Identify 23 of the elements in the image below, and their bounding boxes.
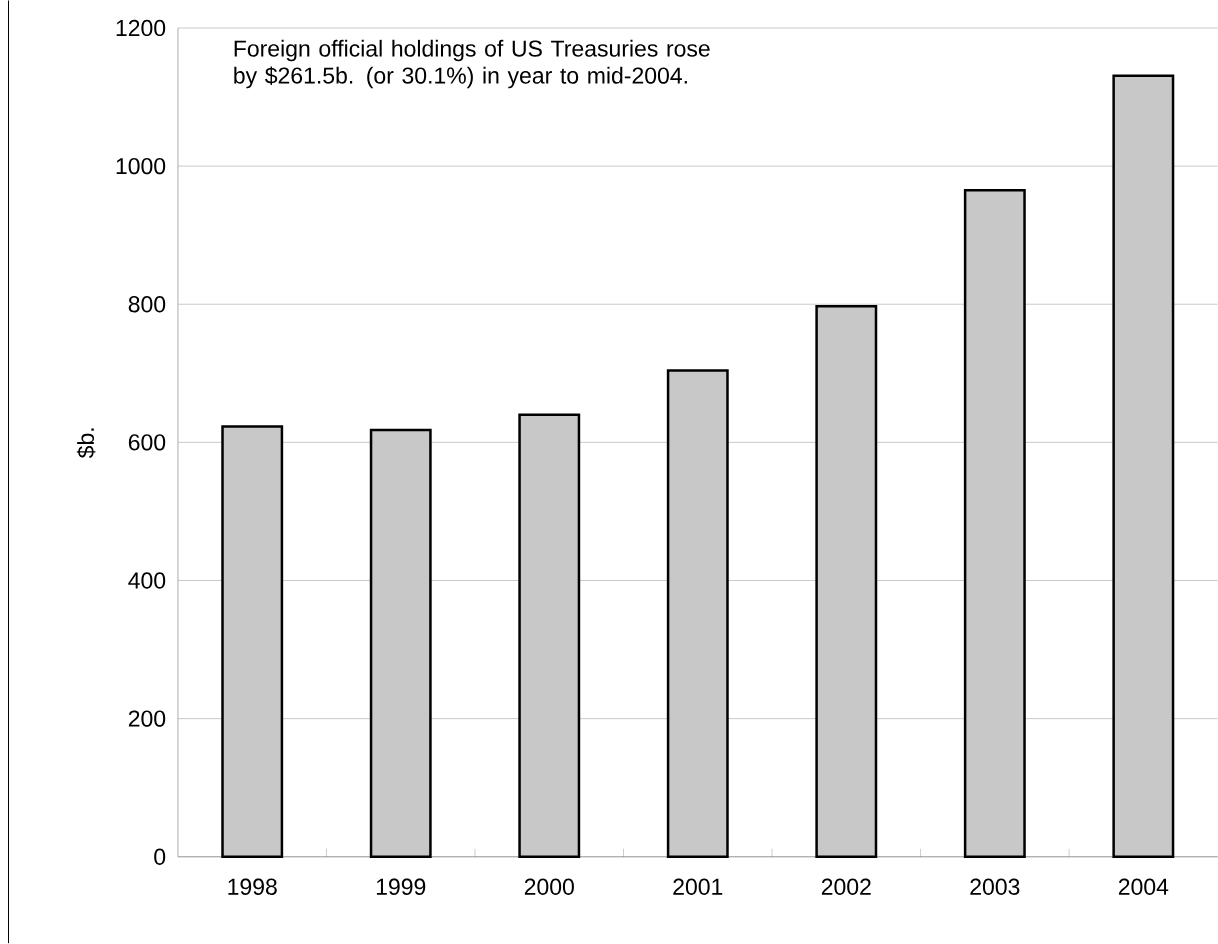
- x-tick-label: 2004: [1118, 878, 1169, 896]
- x-tick-label: 2001: [673, 878, 723, 896]
- bar: [518, 413, 581, 859]
- y-tick-label: 0: [154, 848, 166, 866]
- bar: [1112, 74, 1175, 859]
- bar: [963, 189, 1026, 859]
- y-tick-label: 400: [128, 572, 166, 589]
- y-tick-label: 1200: [116, 19, 166, 37]
- x-tick-label: 2000: [524, 878, 574, 896]
- x-tick-label: 1999: [376, 878, 426, 896]
- x-tick-label: 1998: [228, 878, 277, 896]
- y-tick-label: 200: [128, 710, 166, 727]
- y-tick-label: 600: [128, 434, 166, 451]
- y-tick-label: 800: [128, 296, 166, 313]
- annotation: Foreign official holdings of US Treasuries rose by $261.5b. (or 30.1%) in year to mid-2004.: [234, 39, 710, 89]
- bar: [369, 428, 432, 859]
- y-axis-title: $b.: [76, 428, 96, 459]
- y-tick-label: 1000: [116, 158, 166, 175]
- x-tick-label: 2002: [821, 878, 871, 896]
- bar: [666, 369, 729, 859]
- x-tick-label: 2003: [970, 878, 1020, 896]
- bar: [221, 425, 284, 859]
- bar: [815, 305, 878, 859]
